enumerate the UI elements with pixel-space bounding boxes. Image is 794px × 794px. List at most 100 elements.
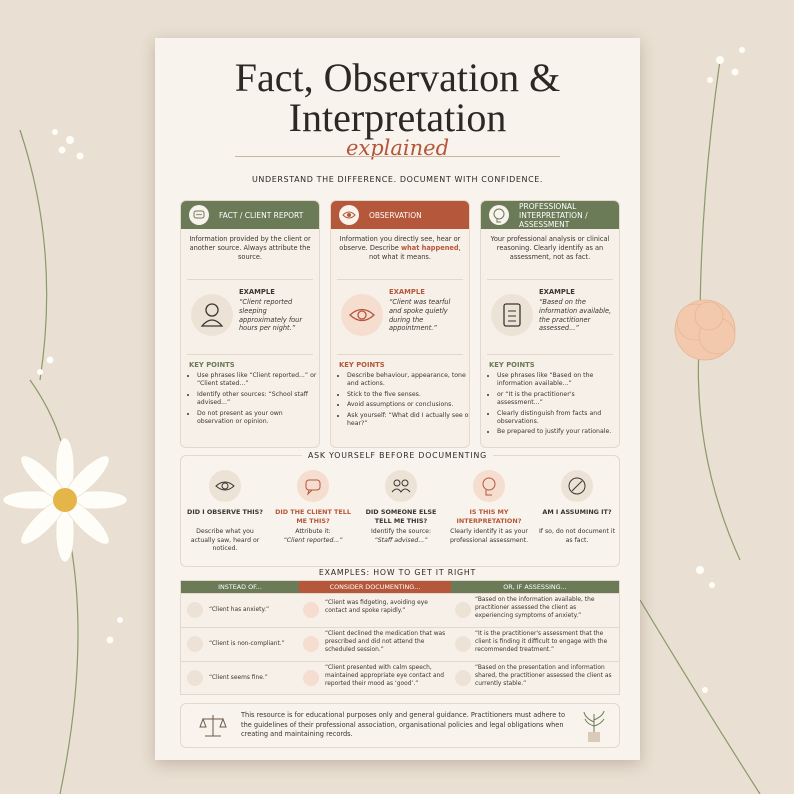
tagline: UNDERSTAND THE DIFFERENCE. DOCUMENT WITH… [251,175,544,184]
column-heading: OBSERVATION [369,210,422,220]
table-cell: “Client was fidgeting, avoiding eye cont… [325,600,428,614]
key-point: Use phrases like “Client reported...” or… [197,372,319,389]
example-box: EXAMPLE “Client reported sleeping approx… [187,279,313,355]
key-point: Clearly distinguish from facts and obser… [497,410,619,427]
table-cell: “Based on the information available, the… [475,597,595,619]
header-icon [489,205,509,225]
key-point: Describe behaviour, appearance, tone and… [347,372,469,389]
title-line: Interpretation [288,95,507,140]
ask-item: AM I ASSUMING IT? If so, do not document… [533,470,621,564]
row-icon [187,670,203,686]
examples-table: INSTEAD OF... CONSIDER DOCUMENTING... OR… [180,580,620,695]
key-points: Describe behaviour, appearance, tone and… [339,372,469,430]
ask-question: DID THE CLIENT TELL ME THIS? [275,508,351,525]
key-point: Do not present as your own observation o… [197,410,319,427]
table-row: “Client seems fine.” “Client presented w… [181,661,619,696]
example-label: EXAMPLE [239,288,275,296]
example-box: EXAMPLE “Client was tearful and spoke qu… [337,279,463,355]
person-icon [191,294,233,336]
example-box: EXAMPLE “Based on the information availa… [487,279,613,355]
example-text: “Client was tearful and spoke quietly du… [389,298,451,333]
answer-text: Identify the source: [370,528,432,535]
table-header: OR, IF ASSESSING... [451,581,619,593]
ask-item: DID I OBSERVE THIS? Describe what you ac… [181,470,269,564]
divider [235,156,560,157]
fact-column: FACT / CLIENT REPORT Information provide… [180,200,320,448]
section-title: ASK YOURSELF BEFORE DOCUMENTING [155,451,640,460]
row-icon [455,602,471,618]
observation-column: OBSERVATION Information you directly see… [330,200,470,448]
ask-answer: If so, do not document it as fact. [538,528,616,544]
ask-item: DID THE CLIENT TELL ME THIS? Attribute i… [269,470,357,564]
example-label: EXAMPLE [539,288,575,296]
ask-answer: Clearly identify it as your professional… [449,528,529,544]
row-icon [455,670,471,686]
header-icon [339,205,359,225]
ask-section: DID I OBSERVE THIS? Describe what you ac… [180,455,620,567]
table-cell: “Client presented with calm speech, main… [325,665,445,687]
clipboard-icon [491,294,533,336]
table-cell: “Client seems fine.” [209,675,268,681]
footer-text: This resource is for educational purpose… [241,711,565,738]
ask-icon [209,470,241,502]
table-cell: “Client declined the medication that was… [325,631,446,653]
key-point: Avoid assumptions or conclusions. [347,401,469,409]
title-line: Fact, Observation & [234,55,561,100]
column-heading: PROFESSIONAL INTERPRETATION / ASSESSMENT [519,201,588,229]
ask-item: DID SOMEONE ELSE TELL ME THIS? Identify … [357,470,445,564]
row-icon [187,636,203,652]
ask-item: IS THIS MY INTERPRETATION? Clearly ident… [445,470,533,564]
ask-answer: Identify the source: “Staff advised...” [361,528,441,545]
column-heading: FACT / CLIENT REPORT [219,210,304,220]
row-icon [455,636,471,652]
table-cell: “Based on the presentation and informati… [475,665,612,687]
key-point: Be prepared to justify your rationale. [497,428,619,436]
key-point: Ask yourself: “What did I actually see o… [347,412,469,429]
ask-icon [473,470,505,502]
example-text: “Based on the information available, the… [539,298,612,333]
plant-icon [583,710,605,742]
section-title-text: ASK YOURSELF BEFORE DOCUMENTING [302,451,493,460]
ask-question: AM I ASSUMING IT? [542,508,612,516]
table-cell: “Client is non-compliant.” [209,641,285,647]
answer-text: Attribute it: [295,528,331,535]
row-icon [303,602,319,618]
column-description: Your professional analysis or clinical r… [490,235,610,261]
key-point: or “It is the practitioner's assessment.… [497,391,619,408]
eye-icon [341,294,383,336]
table-row: “Client has anxiety.” “Client was fidget… [181,593,619,628]
example-text: “Client reported sleeping approximately … [239,298,303,333]
table-cell: “It is the practitioner's assessment tha… [475,631,608,653]
header-icon [189,205,209,225]
key-point: Stick to the five senses. [347,391,469,399]
ask-icon [297,470,329,502]
answer-quote: “Staff advised...” [374,536,428,544]
row-icon [303,636,319,652]
key-point: Use phrases like “Based on the informati… [497,372,619,389]
key-points: Use phrases like “Based on the informati… [489,372,619,439]
key-point: Identify other sources: “School staff ad… [197,391,319,408]
table-cell: “Client has anxiety.” [209,607,270,613]
table-header: INSTEAD OF... [181,581,299,593]
ask-icon [385,470,417,502]
ask-question: DID I OBSERVE THIS? [187,508,263,516]
column-description: Information provided by the client or an… [189,235,311,261]
example-label: EXAMPLE [389,288,425,296]
column-description: Information you directly see, hear or ob… [337,235,463,262]
key-points: Use phrases like “Client reported...” or… [189,372,319,428]
key-points-label: KEY POINTS [339,361,385,369]
row-icon [303,670,319,686]
description-text: , not what it means. [369,244,461,261]
poster: Fact, Observation & Interpretation expla… [155,38,640,760]
ask-answer: Attribute it: “Client reported...” [273,528,353,545]
ask-answer: Describe what you actually saw, heard or… [190,528,260,553]
interpretation-column: PROFESSIONAL INTERPRETATION / ASSESSMENT… [480,200,620,448]
key-points-label: KEY POINTS [489,361,535,369]
section-title: EXAMPLES: HOW TO GET IT RIGHT [318,568,477,577]
highlight: what happened [400,244,459,252]
footer: This resource is for educational purpose… [180,703,620,748]
answer-quote: “Client reported...” [283,536,343,544]
ask-question: IS THIS MY INTERPRETATION? [456,508,522,525]
